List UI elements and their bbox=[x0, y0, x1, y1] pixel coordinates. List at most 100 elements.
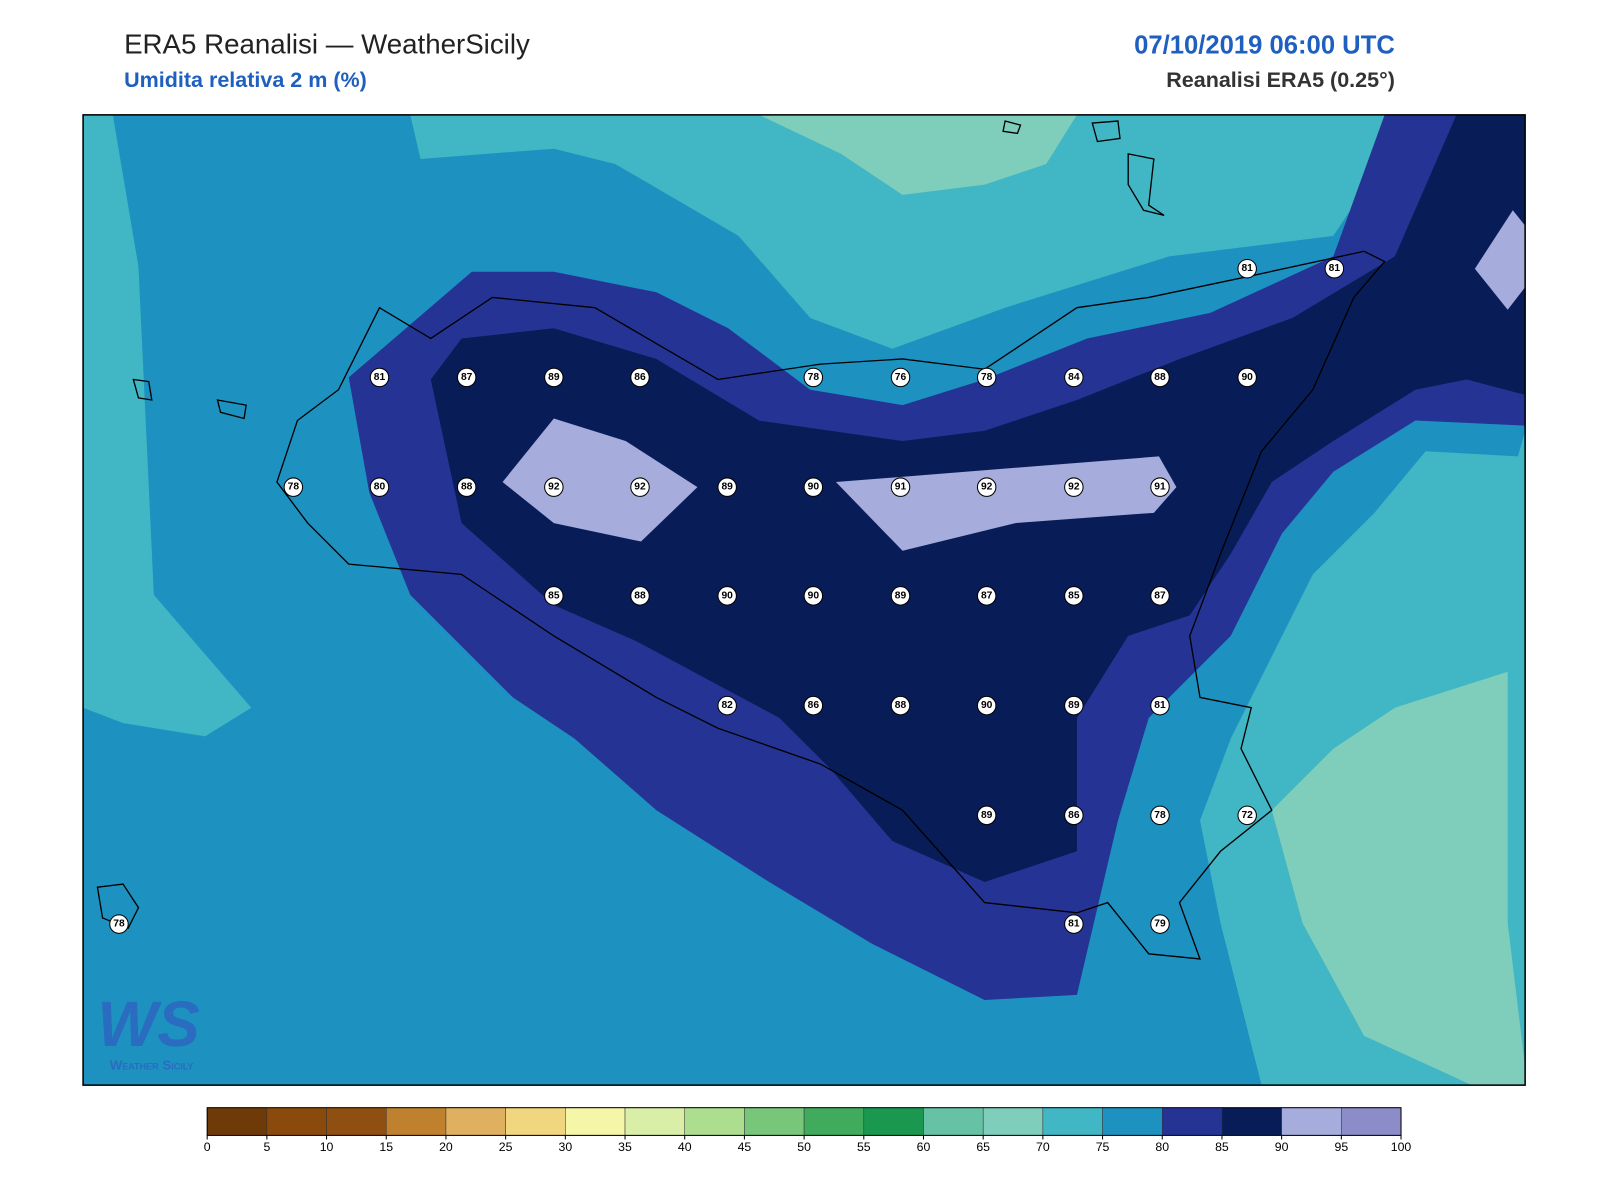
station: 89 bbox=[1064, 695, 1084, 716]
station-value: 86 bbox=[1068, 810, 1080, 821]
station-value: 91 bbox=[1154, 482, 1166, 493]
colorbar-label: 85 bbox=[1215, 1140, 1229, 1154]
station: 76 bbox=[890, 367, 911, 388]
colorbar-label: 35 bbox=[618, 1140, 632, 1154]
station: 90 bbox=[717, 586, 737, 606]
colorbar-label: 50 bbox=[797, 1140, 811, 1154]
islands bbox=[96, 120, 1165, 930]
station: 92 bbox=[630, 477, 650, 497]
colorbar-label: 95 bbox=[1334, 1140, 1348, 1154]
station-value: 91 bbox=[895, 482, 907, 493]
station-value: 90 bbox=[721, 590, 733, 601]
station-marker bbox=[1237, 258, 1257, 279]
colorbar-label: 15 bbox=[379, 1140, 393, 1154]
station: 81 bbox=[1237, 258, 1257, 279]
station-marker bbox=[976, 586, 997, 606]
station: 80 bbox=[369, 477, 390, 497]
station-marker bbox=[803, 477, 824, 497]
station-marker bbox=[630, 477, 650, 497]
contour bbox=[83, 114, 252, 737]
station-value: 90 bbox=[981, 700, 993, 711]
station-value: 89 bbox=[895, 590, 907, 601]
coastline bbox=[276, 250, 1386, 960]
station-value: 79 bbox=[1154, 919, 1166, 930]
station-marker bbox=[717, 695, 737, 716]
station: 92 bbox=[544, 477, 564, 497]
station-value: 89 bbox=[1068, 700, 1080, 711]
station: 86 bbox=[803, 695, 824, 716]
station: 87 bbox=[456, 367, 477, 388]
station: 78 bbox=[976, 367, 997, 388]
colorbar-swatch bbox=[1042, 1107, 1103, 1136]
colorbar-label: 40 bbox=[678, 1140, 692, 1154]
colorbar-swatch bbox=[1102, 1107, 1163, 1136]
station-value: 90 bbox=[808, 590, 820, 601]
station-marker bbox=[717, 586, 737, 606]
colorbar-label: 55 bbox=[857, 1140, 871, 1154]
station-value: 81 bbox=[1154, 700, 1166, 711]
station: 78 bbox=[109, 914, 129, 934]
station-value: 88 bbox=[461, 482, 473, 493]
station-marker bbox=[544, 586, 564, 606]
map-frame bbox=[82, 114, 1526, 1086]
datetime: 07/10/2019 06:00 UTC bbox=[1134, 31, 1395, 59]
station: 88 bbox=[456, 477, 477, 497]
station-marker bbox=[1064, 805, 1084, 826]
station-value: 89 bbox=[981, 810, 993, 821]
colorbar-label: 20 bbox=[439, 1140, 453, 1154]
station-value: 90 bbox=[1241, 372, 1253, 383]
station-marker bbox=[803, 367, 824, 388]
station-marker bbox=[890, 586, 911, 606]
colorbar-swatch bbox=[326, 1107, 387, 1136]
station-value: 87 bbox=[981, 590, 993, 601]
station-value: 86 bbox=[634, 372, 646, 383]
station-marker bbox=[1324, 258, 1345, 279]
subtitle: Umidita relativa 2 m (%) bbox=[124, 68, 367, 92]
colorbar-label: 90 bbox=[1275, 1140, 1289, 1154]
station-marker bbox=[1064, 367, 1084, 388]
station-marker bbox=[1150, 477, 1170, 497]
contour bbox=[1474, 210, 1526, 310]
logo: WS Weather Sicily bbox=[97, 989, 199, 1073]
stations: 81 81 81 87 89 86 78 76 78 84 88 90 78 80 88 92 92 89 90 91… bbox=[109, 258, 1345, 934]
contour bbox=[758, 114, 1077, 195]
station: 90 bbox=[1237, 367, 1257, 388]
station-marker bbox=[369, 477, 390, 497]
station-value: 78 bbox=[1154, 810, 1166, 821]
station: 91 bbox=[890, 477, 911, 497]
station-marker bbox=[544, 367, 564, 388]
station: 88 bbox=[1150, 367, 1170, 388]
station: 90 bbox=[803, 477, 824, 497]
station: 92 bbox=[1064, 477, 1084, 497]
station-value: 88 bbox=[895, 700, 907, 711]
station-marker bbox=[1064, 477, 1084, 497]
colorbar-label: 75 bbox=[1096, 1140, 1110, 1154]
station-value: 84 bbox=[1068, 372, 1080, 383]
map: 81 81 81 87 89 86 78 76 78 84 88 90 78 80 88 92 92 89 90 91… bbox=[83, 114, 1526, 1086]
colorbar-swatch bbox=[863, 1107, 924, 1136]
station: 87 bbox=[1150, 586, 1170, 606]
station-value: 89 bbox=[721, 482, 733, 493]
station-marker bbox=[283, 477, 304, 497]
colorbar-label: 65 bbox=[976, 1140, 990, 1154]
station: 86 bbox=[1064, 805, 1084, 826]
station-marker bbox=[1150, 914, 1170, 934]
station-marker bbox=[1237, 805, 1257, 826]
station-value: 78 bbox=[981, 372, 993, 383]
colorbar-swatch bbox=[684, 1107, 745, 1136]
colorbar-swatch bbox=[1221, 1107, 1282, 1136]
station-marker bbox=[803, 586, 824, 606]
station-marker bbox=[976, 695, 997, 716]
station-value: 87 bbox=[1154, 590, 1166, 601]
station-value: 81 bbox=[1068, 919, 1080, 930]
station-marker bbox=[369, 367, 390, 388]
colorbar-swatch bbox=[982, 1107, 1044, 1136]
colorbar-swatch bbox=[445, 1107, 506, 1136]
colorbar-swatch bbox=[744, 1107, 805, 1136]
colorbar-label: 5 bbox=[263, 1140, 270, 1154]
station: 79 bbox=[1150, 914, 1170, 934]
station-value: 86 bbox=[808, 700, 820, 711]
station-marker bbox=[976, 367, 997, 388]
station: 81 bbox=[369, 367, 390, 388]
